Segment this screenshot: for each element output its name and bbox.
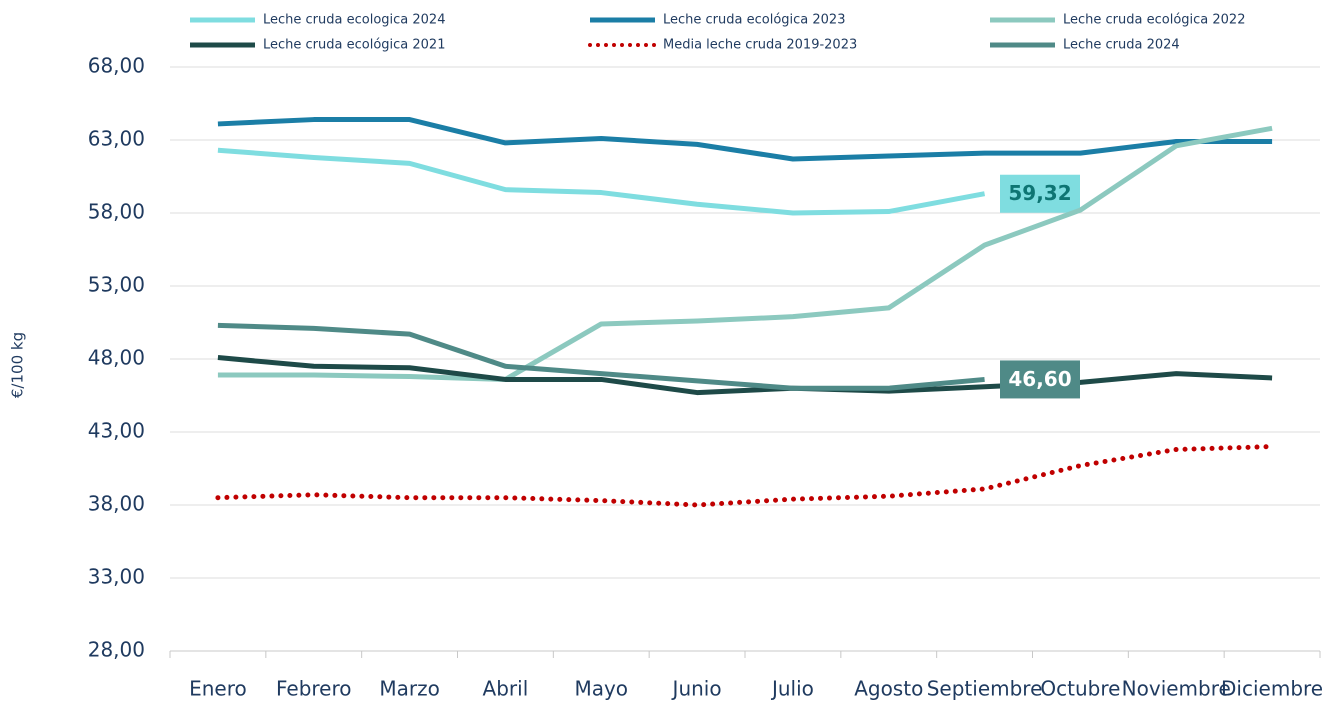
- value-label-box: [1000, 360, 1080, 399]
- y-tick-label: 63,00: [88, 127, 145, 151]
- legend-label: Leche cruda 2024: [1063, 38, 1180, 53]
- x-tick-label: Noviembre: [1122, 677, 1231, 701]
- y-tick-label: 53,00: [88, 273, 145, 297]
- y-tick-label: 58,00: [88, 200, 145, 224]
- x-tick-label: Marzo: [379, 677, 439, 701]
- y-tick-label: 28,00: [88, 638, 145, 662]
- value-label: 46,60: [1008, 367, 1071, 391]
- series-line: [217, 117, 1273, 162]
- legend-label: Leche cruda ecológica 2023: [663, 13, 845, 28]
- y-axis-label: €/100 kg: [9, 332, 27, 398]
- value-label: 59,32: [1008, 181, 1071, 205]
- legend-label: Media leche cruda 2019-2023: [663, 38, 857, 53]
- x-tick-label: Octubre: [1040, 677, 1120, 701]
- x-tick-label: Agosto: [854, 677, 923, 701]
- x-tick-label: Abril: [483, 677, 529, 701]
- y-tick-label: 68,00: [88, 54, 145, 78]
- value-label-box: [1000, 174, 1080, 213]
- legend-label: Leche cruda ecológica 2021: [263, 38, 445, 53]
- x-tick-label: Enero: [189, 677, 247, 701]
- series-line: [215, 444, 1275, 508]
- x-tick-label: Febrero: [276, 677, 352, 701]
- legend-label: Leche cruda ecológica 2022: [1063, 13, 1245, 28]
- y-tick-label: 48,00: [88, 346, 145, 370]
- series-line: [217, 355, 1273, 396]
- series-line: [217, 125, 1273, 382]
- x-tick-label: Julio: [770, 677, 814, 701]
- y-tick-label: 33,00: [88, 565, 145, 589]
- y-tick-label: 38,00: [88, 492, 145, 516]
- legend-label: Leche cruda ecologica 2024: [263, 13, 445, 28]
- x-tick-label: Diciembre: [1221, 677, 1323, 701]
- x-tick-label: Septiembre: [927, 677, 1043, 701]
- series-line: [217, 147, 986, 216]
- x-tick-label: Mayo: [574, 677, 628, 701]
- series-line: [217, 322, 985, 391]
- x-tick-label: Junio: [671, 677, 722, 701]
- y-tick-label: 43,00: [88, 419, 145, 443]
